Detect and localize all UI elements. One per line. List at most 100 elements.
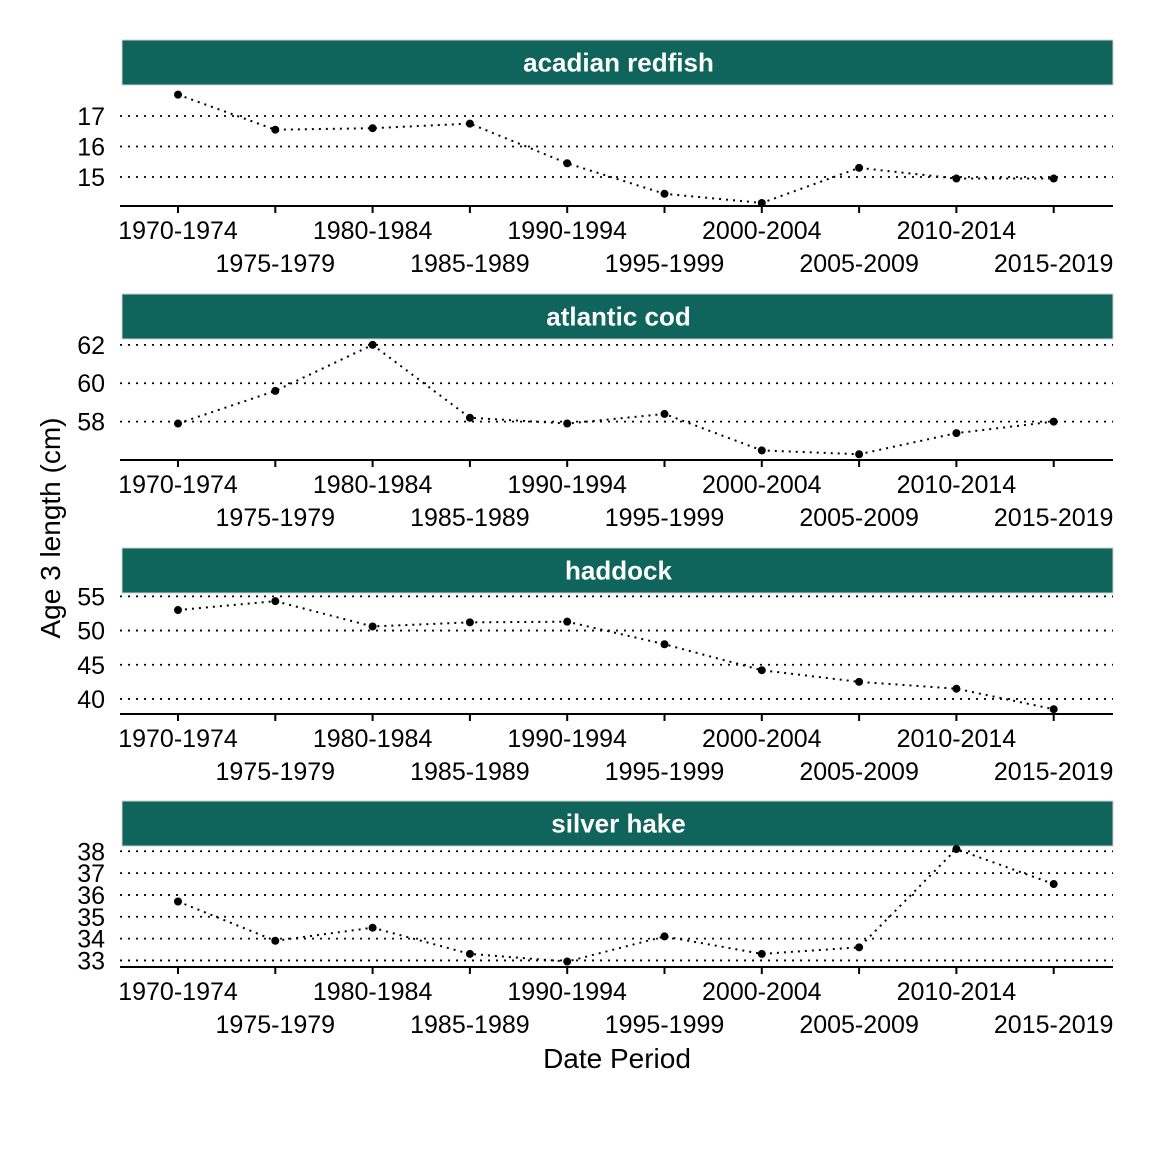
data-point <box>757 666 766 675</box>
data-point <box>952 429 961 438</box>
y-tick-label: 36 <box>77 882 105 910</box>
y-tick-label: 58 <box>77 409 105 437</box>
x-tick-label: 1980-1984 <box>313 217 433 245</box>
panel-strip <box>121 547 1114 594</box>
x-tick-label: 1995-1999 <box>605 504 725 532</box>
x-tick-label: 1980-1984 <box>313 471 433 499</box>
data-point <box>1049 880 1058 889</box>
x-tick-label: 1985-1989 <box>410 250 530 278</box>
y-tick-label: 55 <box>77 583 105 611</box>
x-tick-label: 1990-1994 <box>507 725 627 753</box>
data-point <box>465 119 474 128</box>
x-tick-label: 1975-1979 <box>216 758 336 786</box>
data-point <box>660 409 669 418</box>
x-tick-label: 2015-2019 <box>994 758 1114 786</box>
panel-strip <box>121 800 1114 847</box>
data-point <box>952 845 961 854</box>
panel-haddock: haddock 40 45 50 55 1970-1974 1975-1979 1980-19… <box>77 547 1114 786</box>
x-tick-label: 1975-1979 <box>216 1011 336 1039</box>
data-point <box>174 897 182 906</box>
x-tick-label: 2000-2004 <box>702 725 822 753</box>
x-tick-label: 1995-1999 <box>605 1011 725 1039</box>
data-point <box>368 923 377 932</box>
data-point <box>563 957 572 966</box>
x-tick-label: 2005-2009 <box>799 504 919 532</box>
y-tick-label: 15 <box>77 164 105 192</box>
data-point <box>368 340 377 349</box>
data-point <box>1049 705 1058 714</box>
x-tick-label: 1970-1974 <box>118 725 238 753</box>
x-tick-label: 2015-2019 <box>994 1011 1114 1039</box>
x-tick-label: 2000-2004 <box>702 978 822 1006</box>
x-tick-label: 1985-1989 <box>410 758 530 786</box>
y-tick-label: 37 <box>77 860 105 888</box>
x-tick-label: 2015-2019 <box>994 250 1114 278</box>
panel-atlantic-cod: atlantic cod 58 60 62 1970-1974 1975-1979 1980… <box>77 293 1114 532</box>
y-tick-label: 35 <box>77 904 105 932</box>
data-point <box>174 90 182 99</box>
x-tick-label: 1990-1994 <box>507 471 627 499</box>
data-point <box>660 640 669 649</box>
x-tick-label: 2005-2009 <box>799 250 919 278</box>
panel-title: silver hake <box>551 809 685 839</box>
x-tick-label: 1995-1999 <box>605 250 725 278</box>
series-line <box>177 93 1054 204</box>
data-point <box>271 936 280 945</box>
data-point <box>465 618 474 627</box>
y-tick-label: 45 <box>77 652 105 680</box>
x-tick-label: 2000-2004 <box>702 471 822 499</box>
data-point <box>174 419 182 428</box>
panel-title: acadian redfish <box>523 48 714 78</box>
x-tick-label: 2005-2009 <box>799 758 919 786</box>
data-point <box>757 198 766 207</box>
panel-strip <box>121 293 1114 340</box>
data-point <box>174 606 182 615</box>
x-tick-label: 1970-1974 <box>118 978 238 1006</box>
x-tick-label: 1975-1979 <box>216 250 336 278</box>
y-axis-title: Age 3 length (cm) <box>35 418 66 639</box>
x-tick-label: 1980-1984 <box>313 725 433 753</box>
panel-strip <box>121 39 1114 86</box>
x-tick-label: 1970-1974 <box>118 217 238 245</box>
data-point <box>368 622 377 631</box>
x-tick-label: 1970-1974 <box>118 471 238 499</box>
x-tick-label: 2010-2014 <box>897 725 1017 753</box>
data-point <box>660 189 669 198</box>
x-tick-label: 1995-1999 <box>605 758 725 786</box>
panel-title: haddock <box>565 556 672 586</box>
series-line <box>177 343 1054 456</box>
data-point <box>757 446 766 455</box>
data-point <box>1049 417 1058 426</box>
x-tick-label: 1985-1989 <box>410 504 530 532</box>
data-point <box>563 617 572 626</box>
x-tick-label: 2010-2014 <box>897 978 1017 1006</box>
y-tick-label: 50 <box>77 618 105 646</box>
y-tick-label: 16 <box>77 134 105 162</box>
data-point <box>855 450 864 459</box>
x-tick-label: 2005-2009 <box>799 1011 919 1039</box>
x-tick-label: 2000-2004 <box>702 217 822 245</box>
y-tick-label: 34 <box>77 926 105 954</box>
data-point <box>563 159 572 168</box>
panel-title: atlantic cod <box>546 302 690 332</box>
series-line <box>177 600 1054 711</box>
data-point <box>855 163 864 172</box>
data-point <box>271 597 280 606</box>
x-axis-title: Date Period <box>543 1043 691 1074</box>
data-point <box>271 386 280 395</box>
y-tick-label: 62 <box>77 332 105 360</box>
y-tick-label: 38 <box>77 838 105 866</box>
x-tick-label: 2010-2014 <box>897 471 1017 499</box>
y-tick-label: 33 <box>77 947 105 975</box>
y-tick-label: 17 <box>77 103 105 131</box>
data-point <box>563 419 572 428</box>
data-point <box>271 125 280 134</box>
data-point <box>855 677 864 686</box>
data-point <box>952 174 961 183</box>
data-point <box>1049 174 1058 183</box>
data-point <box>465 949 474 958</box>
data-point <box>660 932 669 941</box>
